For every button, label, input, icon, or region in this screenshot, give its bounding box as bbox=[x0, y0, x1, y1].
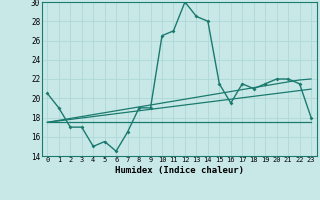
X-axis label: Humidex (Indice chaleur): Humidex (Indice chaleur) bbox=[115, 166, 244, 175]
